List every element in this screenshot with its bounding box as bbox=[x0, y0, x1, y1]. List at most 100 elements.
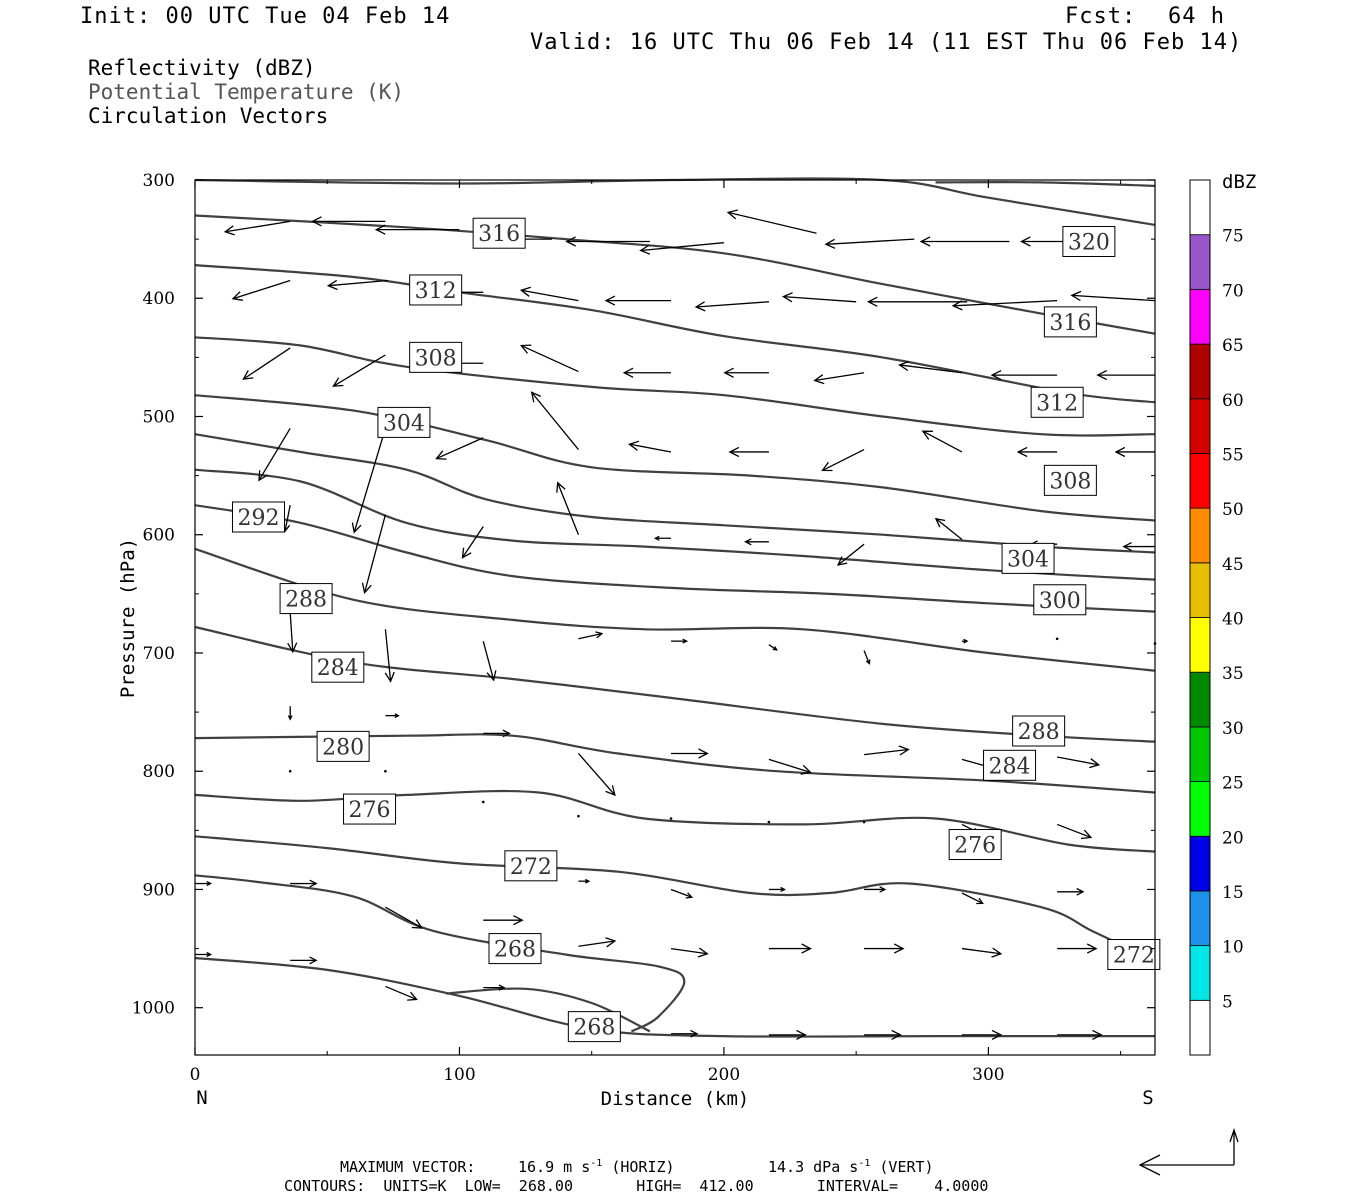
vector-arrow bbox=[863, 650, 871, 665]
y-tick-label: 1000 bbox=[132, 999, 175, 1019]
vector-arrow bbox=[287, 706, 293, 721]
y-tick-label: 900 bbox=[143, 880, 175, 900]
vector-arrow bbox=[768, 1029, 807, 1040]
vector-arrow bbox=[385, 985, 418, 1001]
colorbar-level-label: 75 bbox=[1222, 227, 1244, 247]
theta-contour-272 bbox=[194, 835, 1156, 962]
svg-text:276: 276 bbox=[349, 798, 391, 823]
vector-arrow bbox=[866, 296, 968, 307]
colorbar-swatch bbox=[1189, 617, 1211, 673]
vector-arrow bbox=[627, 440, 672, 453]
theta-contour-320 bbox=[194, 177, 1156, 226]
contour-label: 284 bbox=[983, 749, 1037, 781]
vector-arrow bbox=[1122, 542, 1155, 552]
contour-label: 276 bbox=[948, 829, 1002, 861]
colorbar-level-label: 5 bbox=[1222, 992, 1233, 1012]
vector-arrow bbox=[694, 301, 769, 312]
contour-label: 276 bbox=[343, 793, 397, 825]
colorbar-swatch bbox=[1189, 671, 1211, 728]
vector-arrow bbox=[195, 881, 213, 887]
svg-text:304: 304 bbox=[1007, 547, 1049, 572]
vector-arrow bbox=[482, 640, 497, 682]
vector-arrow bbox=[461, 526, 484, 559]
contour-label: 316 bbox=[1043, 306, 1097, 338]
colorbar-frame bbox=[1189, 179, 1211, 1056]
colorbar-level-label: 60 bbox=[1222, 391, 1244, 411]
vector-arrow bbox=[483, 984, 506, 991]
vector-arrow bbox=[287, 612, 298, 654]
vector-arrow bbox=[990, 370, 1058, 381]
theta-contour-268 bbox=[446, 987, 651, 1033]
svg-text:300: 300 bbox=[1039, 589, 1081, 614]
colorbar-swatch bbox=[1189, 781, 1211, 837]
vector-arrow bbox=[385, 906, 424, 929]
vector-arrow bbox=[361, 514, 387, 594]
vector-arrow bbox=[520, 344, 579, 373]
x-tick-label: 100 bbox=[443, 1065, 475, 1085]
theta-contour-300 bbox=[194, 433, 1156, 554]
colorbar-level-label: 65 bbox=[1222, 336, 1244, 356]
svg-text:280: 280 bbox=[322, 735, 364, 760]
vector-arrow bbox=[961, 892, 984, 905]
vector-arrow bbox=[384, 629, 395, 683]
max-vector-label: MAXIMUM VECTOR: bbox=[340, 1158, 476, 1176]
vector-arrow bbox=[385, 713, 400, 719]
vector-arrow bbox=[290, 956, 318, 965]
vector-arrow bbox=[1056, 823, 1093, 840]
vector-arrow bbox=[671, 748, 709, 759]
y-tick-label: 600 bbox=[143, 526, 175, 546]
vector-arrow bbox=[768, 644, 778, 651]
vector-arrow bbox=[578, 937, 617, 948]
contour-label: 272 bbox=[1107, 938, 1161, 970]
svg-text:320: 320 bbox=[1068, 230, 1110, 255]
colorbar-swatch bbox=[1189, 234, 1211, 290]
vector-arrow bbox=[1057, 756, 1101, 769]
svg-text:284: 284 bbox=[317, 656, 359, 681]
vector-arrow bbox=[288, 769, 292, 773]
y-tick-label: 400 bbox=[143, 289, 175, 309]
vector-arrow bbox=[768, 943, 812, 954]
plot-frame bbox=[194, 179, 1156, 1056]
colorbar-swatch bbox=[1189, 288, 1211, 345]
vector-arrow bbox=[768, 886, 786, 892]
contour-label: 304 bbox=[377, 406, 431, 438]
vector-arrow bbox=[1057, 1029, 1103, 1040]
colorbar-swatch bbox=[1189, 179, 1211, 236]
svg-text:272: 272 bbox=[510, 855, 552, 880]
vector-arrow bbox=[1057, 943, 1098, 954]
svg-text:304: 304 bbox=[383, 411, 425, 436]
colorbar: 5 10 15 20 25 30 35 40 45 50 55 60 65 70 75 bbox=[1189, 179, 1244, 1056]
vector-arrow bbox=[961, 1029, 1003, 1040]
vector-arrow bbox=[622, 367, 672, 378]
colorbar-swatch bbox=[1189, 507, 1211, 564]
vector-arrow bbox=[326, 279, 389, 291]
vector-arrow bbox=[671, 638, 689, 644]
theta-contour-292 bbox=[194, 504, 1156, 613]
theta-contour-316 bbox=[194, 214, 1156, 335]
y-tick-label: 800 bbox=[143, 762, 175, 782]
vector-arrow bbox=[351, 428, 387, 534]
vector-arrow bbox=[578, 878, 591, 884]
svg-text:272: 272 bbox=[1113, 943, 1155, 968]
vector-arrow bbox=[768, 758, 812, 775]
theta-contours bbox=[194, 177, 1156, 1038]
forecast-label: Fcst: bbox=[1065, 4, 1137, 29]
colorbar-level-label: 30 bbox=[1222, 719, 1244, 739]
vector-arrow bbox=[483, 729, 511, 738]
svg-text:288: 288 bbox=[285, 588, 327, 613]
y-tick-label: 700 bbox=[143, 644, 175, 664]
vector-arrow bbox=[195, 951, 213, 958]
vector-arrow bbox=[864, 943, 905, 954]
vector-arrow bbox=[723, 367, 769, 378]
svg-text:316: 316 bbox=[1049, 311, 1091, 336]
svg-text:312: 312 bbox=[1036, 391, 1078, 416]
colorbar-level-label: 10 bbox=[1222, 938, 1244, 958]
vector-arrow bbox=[898, 360, 963, 374]
colorbar-swatch bbox=[1189, 343, 1211, 400]
vector-arrow bbox=[231, 279, 291, 301]
svg-text:292: 292 bbox=[237, 506, 279, 531]
svg-text:284: 284 bbox=[989, 754, 1031, 779]
vector-arrow bbox=[781, 292, 857, 303]
vector-arrow bbox=[934, 517, 963, 540]
